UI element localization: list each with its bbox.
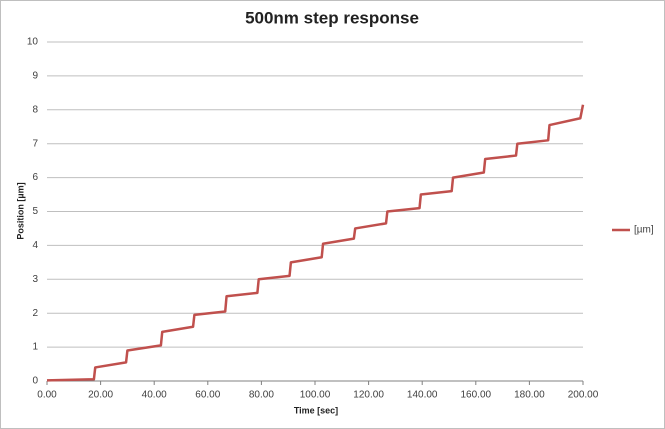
y-tick-label: 7: [32, 138, 38, 149]
y-tick-label: 9: [32, 71, 38, 82]
y-tick-label: 10: [27, 37, 39, 48]
x-tick-label: 0.00: [37, 390, 57, 401]
y-tick-label: 5: [32, 206, 38, 217]
y-tick-label: 8: [32, 104, 38, 115]
data-line: [46, 104, 585, 382]
y-tick-label: 3: [32, 274, 38, 285]
y-tick-label: 2: [32, 308, 38, 319]
y-axis-label: Position [µm]: [15, 182, 25, 239]
x-tick-label: 180.00: [514, 390, 545, 401]
x-tick-label: 20.00: [88, 390, 113, 401]
x-tick-label: 200.00: [568, 390, 599, 401]
legend-label: [µm]: [634, 225, 654, 236]
x-tick-label: 160.00: [461, 390, 492, 401]
y-tick-label: 0: [32, 376, 38, 387]
y-tick-label: 1: [32, 342, 38, 353]
y-tick-label: 4: [32, 240, 38, 251]
x-axis-label: Time [sec]: [294, 405, 338, 415]
x-tick-label: 80.00: [249, 390, 274, 401]
x-tick-label: 60.00: [195, 390, 220, 401]
chart-title: 500nm step response: [245, 8, 419, 27]
x-tick-label: 120.00: [353, 390, 384, 401]
x-tick-label: 140.00: [407, 390, 438, 401]
x-tick-label: 40.00: [142, 390, 167, 401]
x-tick-label: 100.00: [300, 390, 331, 401]
y-tick-label: 6: [32, 172, 38, 183]
